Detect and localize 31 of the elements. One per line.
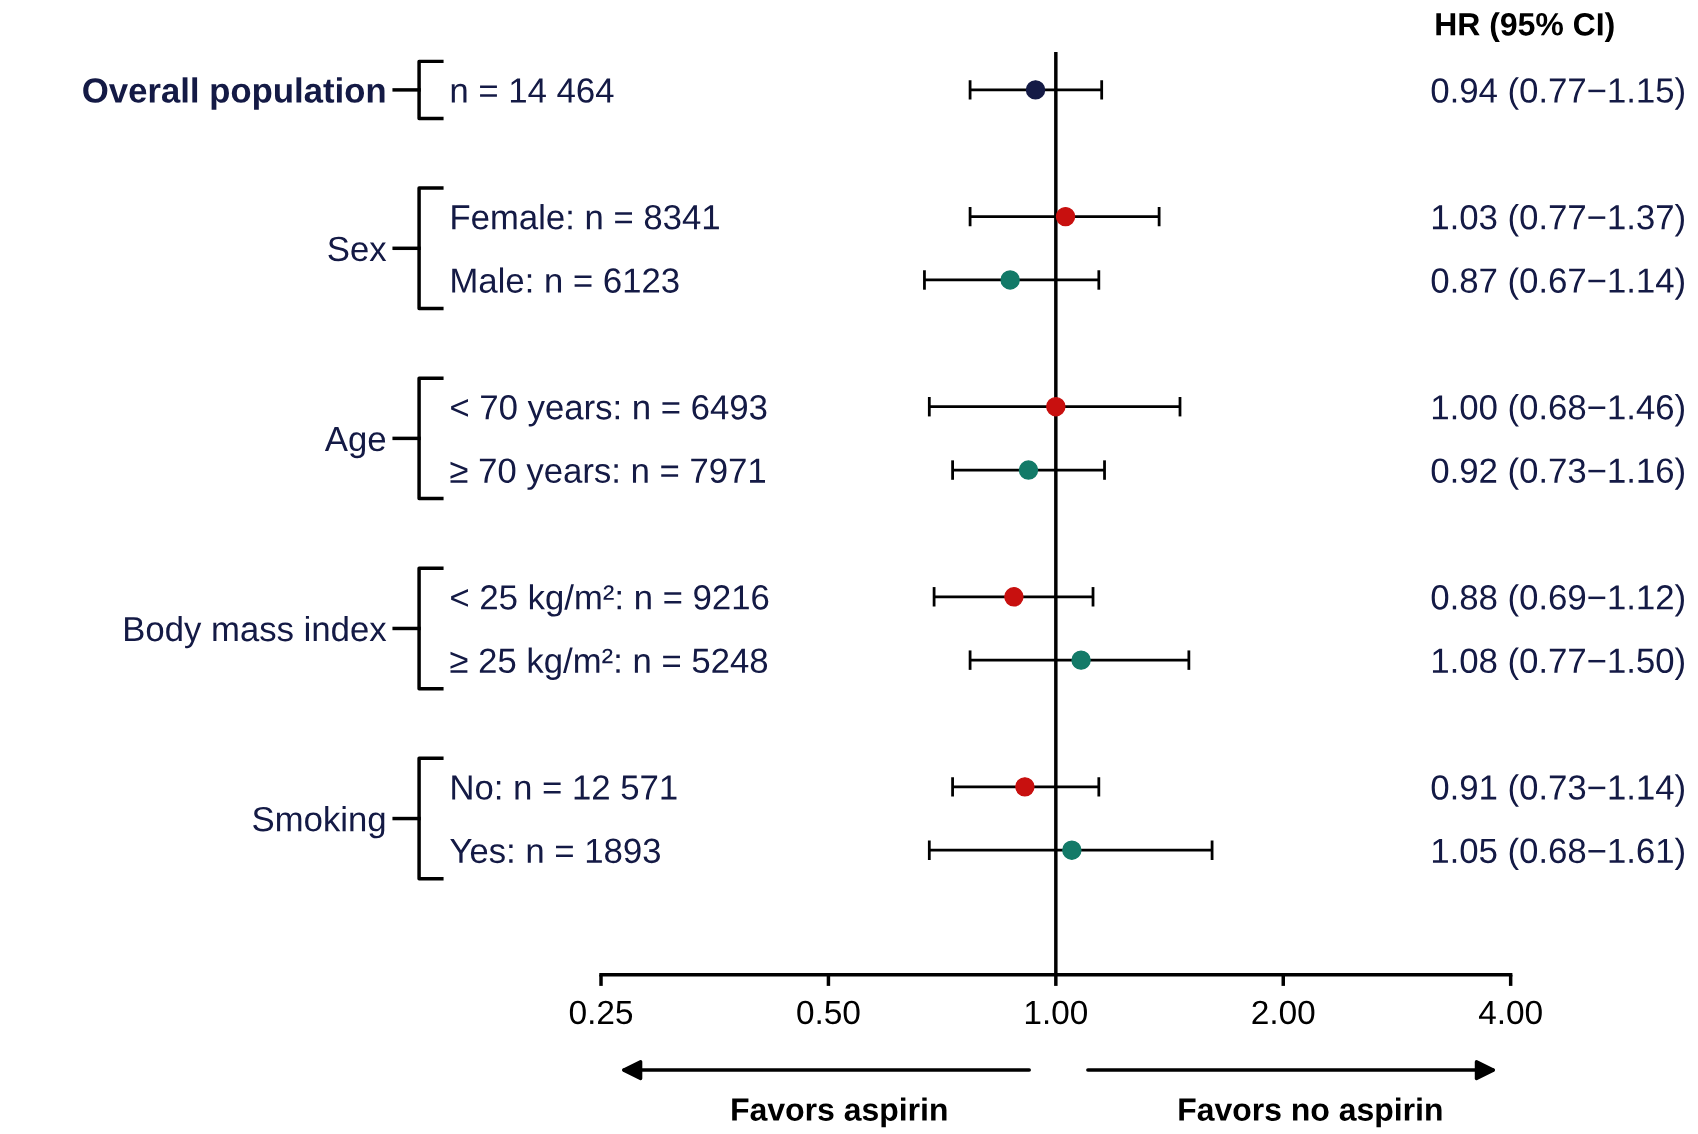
y-tick-label: No: n = 12 571: [452, 775, 677, 800]
text: Favors no aspirin: [1179, 1097, 1442, 1128]
text: Sex: [328, 236, 387, 262]
y-tick-label: Male: n = 6123: [452, 267, 679, 293]
data-label: 0.92 (0.73−1.16): [1431, 457, 1684, 490]
y-tick-label: < 25 kg/m²: n = 9216: [451, 584, 769, 617]
y-tick-label: Female: n = 8341: [452, 204, 719, 230]
data-label: 0.94 (0.77−1.15): [1431, 77, 1684, 110]
text: Favors aspirin: [732, 1097, 947, 1128]
x-tick-label: 0.50: [797, 1000, 860, 1025]
text: Body mass index: [125, 615, 387, 649]
data-label: 1.05 (0.68−1.61): [1432, 837, 1684, 870]
x-tick-label: 0.25: [569, 1000, 633, 1025]
y-tick-label: n = 14 464: [451, 78, 614, 103]
data-label: 1.08 (0.77−1.50): [1432, 647, 1684, 680]
data-label: 0.88 (0.69−1.12): [1431, 584, 1684, 617]
y-tick-label: ≥ 25 kg/m²: n = 5248: [450, 647, 768, 680]
text: Age: [324, 427, 386, 459]
data-label: 0.91 (0.73−1.14): [1431, 774, 1684, 807]
y-tick-label: ≥ 70 years: n = 7971: [450, 458, 766, 490]
x-tick-label: 4.00: [1478, 1000, 1542, 1025]
text: HR (95% CI): [1436, 12, 1614, 42]
data-label: 1.00 (0.68−1.46): [1432, 394, 1684, 427]
text: Overall population: [83, 77, 385, 110]
y-tick-label: < 70 years: n = 6493: [451, 395, 767, 427]
x-tick-label: 1.00: [1025, 1000, 1087, 1025]
y-tick-label: Yes: n = 1893: [450, 838, 660, 864]
text: Smoking: [253, 805, 385, 839]
data-label: 0.87 (0.67−1.14): [1431, 267, 1684, 300]
x-tick-label: 2.00: [1252, 1000, 1315, 1025]
data-label: 1.03 (0.77−1.37): [1432, 204, 1684, 237]
